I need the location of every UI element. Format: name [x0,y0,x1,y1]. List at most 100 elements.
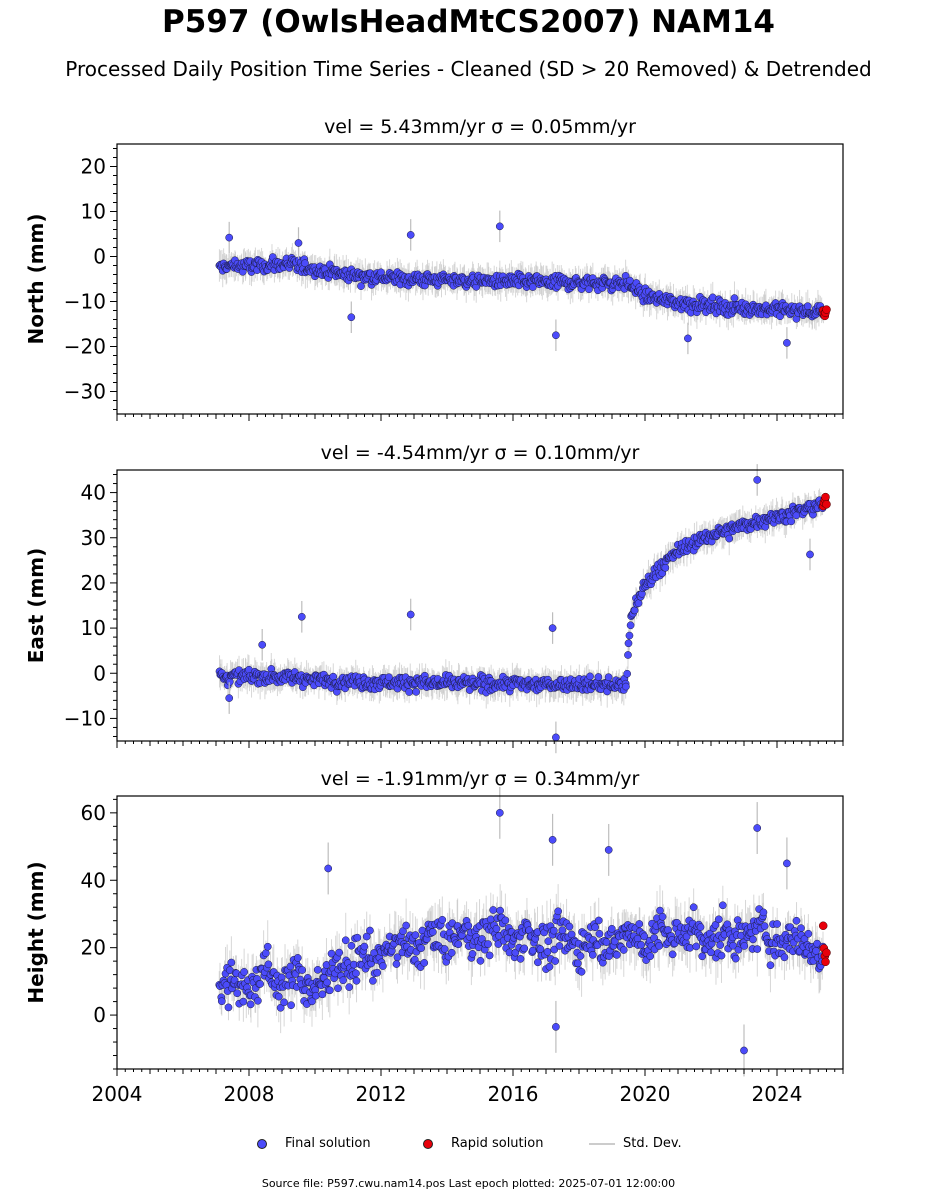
height-final-point [804,929,813,938]
height-final-point [696,923,705,931]
north-final-point [301,259,309,268]
height-outlier-point [495,809,504,817]
height-final-point [753,945,762,953]
height-final-point [447,948,456,957]
height-final-point [335,948,344,957]
north-outlier-point [347,313,356,322]
height-final-point [263,942,272,951]
height-final-point [714,915,723,924]
height-final-point [464,921,473,930]
east-final-point [626,621,635,630]
east-final-point [329,672,338,681]
legend-stddev-label: Std. Dev. [623,1136,682,1151]
height-y-tick-label: 40 [81,868,106,892]
height-y-tick-label: 60 [81,801,106,825]
height-final-point [780,953,789,962]
height-final-point [352,976,361,985]
source-footer: Source file: P597.cwu.nam14.pos Last epo… [261,1177,676,1190]
east-final-point [604,673,613,682]
north-y-tick-label: 0 [93,245,106,269]
height-final-point [227,958,236,967]
height-outlier-point [740,1046,748,1055]
height-final-point [646,952,655,961]
north-y-axis-label: North (mm) [24,213,48,344]
east-y-axis-label: East (mm) [24,548,48,664]
north-final-point [528,283,537,291]
height-final-point [440,945,449,953]
legend: Final solution Rapid solution Std. Dev. [0,1136,937,1158]
height-final-point [264,960,273,969]
north-rapid-point [822,305,831,314]
height-final-point [262,949,270,957]
north-y-tick-label: 10 [81,200,106,224]
height-final-point [352,969,360,978]
east-y-tick-label: −10 [64,706,106,730]
height-final-point [496,906,504,915]
height-final-point [339,976,347,985]
height-final-point [492,924,501,933]
height-final-point [554,907,562,916]
height-final-point [369,976,377,985]
height-final-point [551,957,560,965]
height-final-point [276,1003,285,1012]
height-final-point [749,935,757,944]
height-final-point [392,960,401,968]
height-outlier-point [783,859,791,868]
height-final-point [682,932,691,941]
east-final-point [624,651,632,659]
height-final-point [341,936,350,945]
east-outlier-point [552,733,560,742]
east-final-point [405,688,413,696]
height-rapid-point [821,957,830,967]
north-y-tick-label: −30 [64,380,106,404]
height-final-point [577,967,586,976]
east-outlier-point [406,610,415,619]
height-final-point [224,1003,233,1012]
height-final-point [591,923,600,932]
height-final-point [773,920,782,928]
height-outlier-point [548,835,557,844]
east-panel-title: vel = -4.54mm/yr σ = 0.10mm/yr [321,442,640,464]
legend-final-label: Final solution [285,1136,371,1151]
height-final-point [468,950,477,958]
height-final-point [366,926,374,935]
height-final-point [711,921,720,929]
legend-final: Final solution [257,1136,371,1151]
height-final-point [323,978,331,987]
height-x-tick-label: 2012 [356,1082,407,1106]
height-final-point [428,928,437,936]
height-x-tick-label: 2024 [752,1082,803,1106]
east-final-point [226,677,234,686]
height-final-point [402,921,410,930]
height-final-point [610,937,619,946]
height-x-tick-label: 2008 [224,1082,275,1106]
height-final-point [576,952,585,960]
east-final-point [586,672,594,681]
height-final-point [555,942,564,950]
height-final-point [217,997,226,1006]
height-final-point [489,906,498,914]
height-x-tick-label: 2016 [488,1082,539,1106]
height-final-point [692,942,701,951]
north-final-point [730,294,739,302]
height-rapid-point [818,921,828,931]
height-final-point [607,924,616,933]
height-final-point [619,946,628,954]
height-final-point [476,956,485,965]
east-final-point [622,682,630,691]
height-final-point [484,940,492,948]
height-final-point [293,954,302,962]
north-y-tick-label: −20 [64,335,106,359]
legend-rapid: Rapid solution [423,1136,543,1151]
east-final-point [412,688,420,696]
height-final-point [298,966,307,974]
height-final-point [759,908,768,917]
height-final-point [731,954,740,963]
height-final-point [520,944,529,953]
north-outlier-point [495,222,504,231]
east-outlier-point [225,694,234,702]
height-y-tick-label: 0 [93,1003,106,1027]
east-final-point [625,631,634,640]
height-x-tick-label: 2020 [620,1082,671,1106]
height-final-point [545,962,554,971]
